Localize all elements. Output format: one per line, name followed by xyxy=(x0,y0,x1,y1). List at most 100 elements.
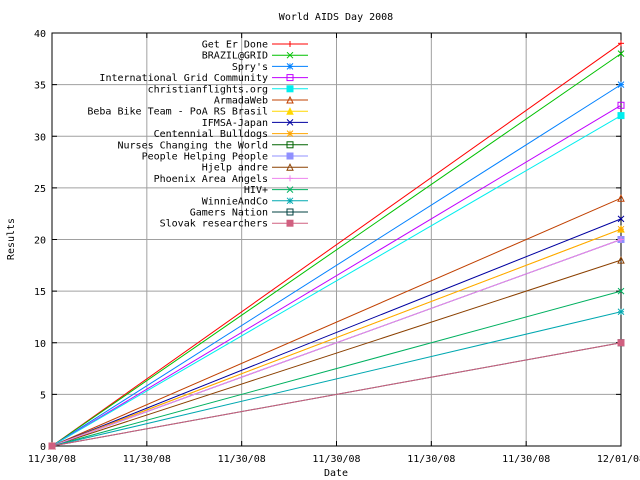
legend-entry: ArmadaWeb xyxy=(214,96,308,107)
legend-entry: Beba Bike Team - PoA RS Brasil xyxy=(87,107,308,118)
y-axis-label: Results xyxy=(6,218,17,260)
y-axis-ticks: 0 5 10 15 20 25 30 35 40 xyxy=(34,29,621,453)
y-tick-label: 5 xyxy=(40,390,46,401)
legend-marker xyxy=(286,74,294,82)
legend-marker xyxy=(286,219,294,227)
legend-label: Gamers Nation xyxy=(190,208,268,219)
legend-entry: Centennial Bulldogs xyxy=(154,129,308,140)
legend-entry: IFMSA-Japan xyxy=(202,118,308,129)
legend-entry: WinnieAndCo xyxy=(202,196,308,207)
legend-label: IFMSA-Japan xyxy=(202,118,268,129)
legend-marker xyxy=(286,152,294,160)
legend-entry: International Grid Community xyxy=(99,73,308,84)
x-axis-label: Date xyxy=(324,468,348,479)
data-point xyxy=(618,40,624,47)
series-line xyxy=(51,290,622,447)
legend-entry: BRAZIL@GRID xyxy=(202,51,308,62)
x-tick-label: 11/30/08 xyxy=(312,454,360,465)
legend-marker xyxy=(286,130,294,137)
y-tick-label: 15 xyxy=(34,287,46,298)
y-tick-label: 40 xyxy=(34,29,46,40)
series-line xyxy=(51,342,622,447)
legend-marker xyxy=(286,197,294,205)
data-point xyxy=(617,194,625,202)
legend-label: HIV+ xyxy=(244,185,268,196)
legend-marker xyxy=(286,163,294,171)
series-line xyxy=(51,228,622,447)
legend-marker xyxy=(286,51,294,59)
series-line xyxy=(51,311,622,447)
data-point xyxy=(617,287,625,295)
data-point xyxy=(617,308,625,316)
data-point xyxy=(617,101,625,109)
legend-label: WinnieAndCo xyxy=(202,196,268,207)
series-line xyxy=(51,197,622,447)
series-lines xyxy=(48,40,625,450)
data-point xyxy=(617,50,625,58)
data-point xyxy=(617,339,625,347)
series-line xyxy=(51,239,622,447)
x-tick-label: 12/01/08 xyxy=(597,454,640,465)
legend-label: BRAZIL@GRID xyxy=(202,51,268,62)
x-tick-label: 11/30/08 xyxy=(407,454,455,465)
data-point xyxy=(617,256,625,264)
legend: Get Er DoneBRAZIL@GRIDSpry'sInternationa… xyxy=(87,40,308,230)
x-tick-label: 11/30/08 xyxy=(123,454,171,465)
data-point xyxy=(617,112,625,120)
legend-entry: Gamers Nation xyxy=(190,208,308,219)
series-line xyxy=(51,218,622,447)
series-line xyxy=(51,115,622,447)
legend-label: People Helping People xyxy=(142,152,268,163)
y-tick-label: 0 xyxy=(40,442,46,453)
legend-entry: christianflights.org xyxy=(148,84,308,95)
data-point xyxy=(618,236,624,243)
y-tick-label: 10 xyxy=(34,339,46,350)
y-tick-label: 25 xyxy=(34,184,46,195)
x-tick-label: 11/30/08 xyxy=(28,454,76,465)
y-tick-label: 20 xyxy=(34,236,46,247)
legend-label: Spry's xyxy=(232,62,268,73)
y-tick-label: 35 xyxy=(34,81,46,92)
legend-label: International Grid Community xyxy=(99,73,268,84)
series-17 xyxy=(48,339,625,450)
legend-marker xyxy=(286,85,294,93)
legend-marker xyxy=(286,107,294,115)
legend-marker xyxy=(286,186,294,193)
legend-marker xyxy=(286,95,294,104)
legend-marker xyxy=(287,41,293,47)
x-axis-ticks: 11/30/08 11/30/08 11/30/08 11/30/08 11/30/08… xyxy=(28,33,640,465)
data-point xyxy=(617,225,625,233)
legend-marker xyxy=(286,119,294,126)
legend-marker xyxy=(287,175,293,182)
legend-entry: Phoenix Area Angels xyxy=(154,174,308,185)
legend-label: ArmadaWeb xyxy=(214,96,268,107)
legend-marker xyxy=(286,141,294,149)
legend-entry: Get Er Done xyxy=(202,40,308,51)
series-line xyxy=(51,42,622,447)
legend-label: Hjelp andre xyxy=(202,163,268,174)
data-point xyxy=(617,81,625,88)
data-point xyxy=(617,215,625,223)
y-tick-label: 30 xyxy=(34,132,46,143)
series-line xyxy=(51,53,622,447)
data-point xyxy=(48,442,56,450)
x-tick-label: 11/30/08 xyxy=(218,454,266,465)
legend-entry: Spry's xyxy=(232,62,308,73)
chart-title: World AIDS Day 2008 xyxy=(279,12,393,23)
x-tick-label: 11/30/08 xyxy=(502,454,550,465)
legend-label: Phoenix Area Angels xyxy=(154,174,268,185)
legend-label: Slovak researchers xyxy=(160,219,268,230)
legend-entry: Nurses Changing the World xyxy=(117,140,308,151)
legend-entry: Slovak researchers xyxy=(160,219,308,230)
grid-lines xyxy=(52,33,621,446)
legend-label: Get Er Done xyxy=(202,40,268,51)
series-line xyxy=(51,84,622,447)
legend-label: Nurses Changing the World xyxy=(117,140,268,151)
legend-entry: HIV+ xyxy=(244,185,308,196)
legend-entry: People Helping People xyxy=(142,152,308,163)
legend-marker xyxy=(286,208,294,216)
series-line xyxy=(51,259,622,447)
legend-label: Centennial Bulldogs xyxy=(154,129,268,140)
legend-marker xyxy=(286,63,294,70)
